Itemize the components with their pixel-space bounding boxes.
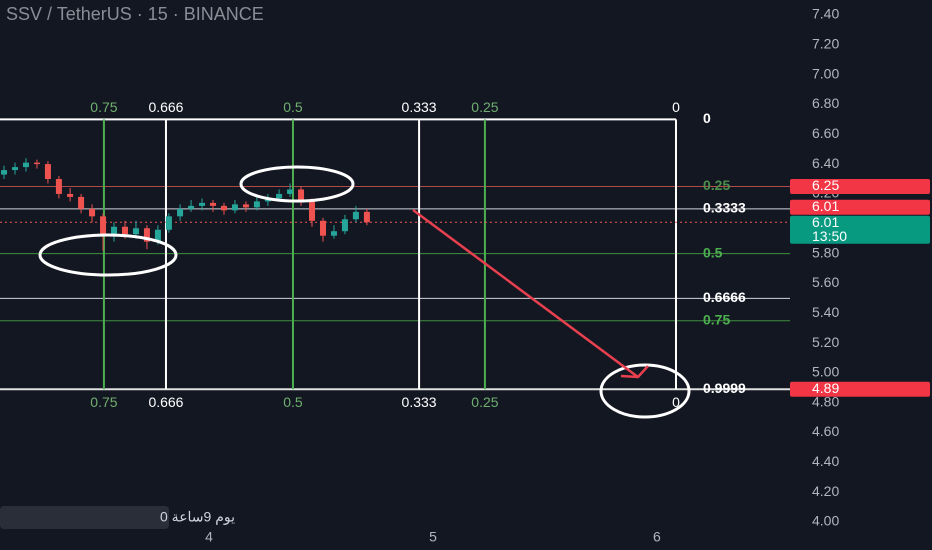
y-tick-label: 7.20 (812, 36, 839, 52)
y-tick-label: 6.60 (812, 125, 839, 141)
price-tag (790, 178, 930, 194)
candle-body (12, 167, 19, 171)
candle-body (111, 226, 118, 236)
price-tag-label: 4.89 (812, 380, 839, 396)
fib-time-label: 0 (672, 394, 680, 410)
candle-body (352, 211, 359, 220)
chart-title: SSV / TetherUS · 15 · BINANCE (6, 4, 264, 24)
fib-time-label: 0.5 (283, 99, 303, 115)
y-tick-label: 6.40 (812, 155, 839, 171)
candle-body (253, 201, 260, 208)
arrow-head (620, 365, 649, 379)
fib-price-label: 0 (703, 110, 711, 126)
candle-body (154, 229, 161, 242)
circle-annotation (239, 165, 355, 203)
circle-annotation (38, 233, 178, 277)
y-tick-label: 5.00 (812, 364, 839, 380)
fib-time-label: 0.666 (148, 99, 183, 115)
y-tick-label: 4.20 (812, 483, 839, 499)
y-tick-label: 5.60 (812, 274, 839, 290)
arrow-annotation (412, 208, 639, 379)
candle-body (330, 231, 337, 236)
candle-body (22, 162, 29, 168)
candle-body (199, 202, 206, 206)
fib-time-label: 0.25 (471, 394, 498, 410)
y-tick-label: 4.80 (812, 393, 839, 409)
candle-body (276, 193, 283, 199)
circle-annotation (599, 363, 691, 419)
y-tick-label: 5.40 (812, 304, 839, 320)
candle-body (177, 208, 184, 217)
candle-body (67, 193, 74, 197)
candle-body (188, 205, 195, 209)
candle-body (287, 189, 294, 194)
note: يوم 9ساعة 0 (160, 509, 235, 526)
candle-body (210, 202, 217, 206)
candle-body (309, 201, 316, 221)
candle-body (319, 220, 326, 236)
y-tick-label: 7.00 (812, 65, 839, 81)
y-tick-label: 4.60 (812, 423, 839, 439)
fib-time-label: 0.666 (148, 394, 183, 410)
y-tick-label: 4.40 (812, 453, 839, 469)
x-tick-label: 5 (429, 529, 437, 545)
y-tick-label: 5.20 (812, 334, 839, 350)
candle-body (143, 228, 150, 242)
fib-price-label: 0.9999 (703, 380, 746, 396)
price-tag-label: 6.01 (812, 198, 839, 214)
y-tick-label: 6.80 (812, 95, 839, 111)
fib-time-label: 0.5 (283, 394, 303, 410)
fib-price-label: 0.5 (703, 244, 723, 260)
price-tag-label: 6.25 (812, 177, 839, 193)
x-tick-label: 6 (653, 529, 661, 545)
fib-price-label: 0.75 (703, 311, 730, 327)
fib-time-label: 0.333 (402, 394, 437, 410)
price-tag (790, 199, 930, 215)
candle-body (341, 219, 348, 232)
note-box (0, 506, 169, 529)
fib-time-label: 0.333 (402, 99, 437, 115)
fib-price-label: 0.25 (703, 177, 730, 193)
price-tag-label: 6.01 (812, 214, 839, 230)
candle-body (55, 179, 62, 194)
candle-body (132, 228, 139, 235)
candle-body (363, 211, 370, 223)
fib-price-label: 0.3333 (703, 200, 746, 216)
price-tag-countdown: 13:50 (812, 228, 847, 244)
price-tag (790, 381, 930, 397)
y-tick-label: 5.80 (812, 244, 839, 260)
candle-body (242, 204, 249, 208)
candle-body (121, 226, 128, 235)
candle-body (89, 208, 96, 217)
candle-body (1, 170, 8, 175)
fib-time-label: 0 (672, 99, 680, 115)
y-tick-label: 4.00 (812, 513, 839, 529)
y-tick-label: 7.40 (812, 6, 839, 22)
candle-body (220, 205, 227, 211)
candle-body (33, 162, 40, 165)
candle-body (165, 216, 172, 230)
drawings (0, 118, 790, 391)
candle-body (298, 189, 305, 202)
x-tick-label: 4 (205, 529, 213, 545)
price-tag (790, 215, 930, 244)
candle-body (231, 204, 238, 211)
fib-time-label: 0.25 (471, 99, 498, 115)
candle-body (100, 216, 107, 236)
fib-time-label: 0.75 (90, 99, 117, 115)
candle-body (78, 196, 85, 209)
fib-price-label: 0.6666 (703, 289, 746, 305)
fib-time-label: 0.75 (90, 394, 117, 410)
candle-body (44, 164, 51, 180)
